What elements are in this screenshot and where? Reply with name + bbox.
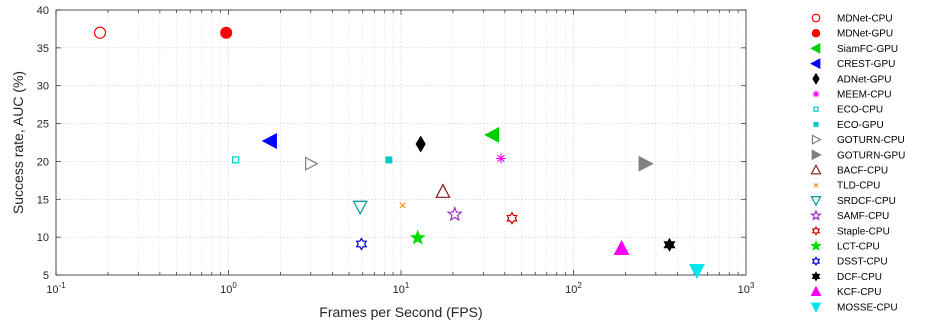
- legend-label: KCF-CPU: [837, 287, 881, 298]
- legend-marker: [810, 43, 821, 54]
- legend: MDNet-CPU MDNet-GPU SiamFC-GPU CREST-GPU ADN…: [799, 8, 927, 318]
- x-tick-label: 10-1: [46, 281, 66, 296]
- legend-marker: [811, 149, 822, 161]
- data-point: [613, 239, 630, 255]
- legend-label: MDNet-GPU: [837, 29, 893, 40]
- y-tick-label: 25: [37, 119, 49, 131]
- legend-label: MOSSE-CPU: [837, 302, 898, 313]
- data-point: [638, 155, 654, 172]
- y-tick-label: 15: [37, 194, 49, 206]
- legend-label: Staple-CPU: [837, 226, 890, 237]
- grid: [55, 10, 746, 275]
- y-tick-label: 20: [37, 156, 49, 168]
- data-point: [399, 202, 406, 209]
- legend-marker: [810, 239, 822, 251]
- x-tick-label: 103: [738, 281, 755, 296]
- legend-label: DSST-CPU: [837, 257, 888, 268]
- x-tick-label: 101: [393, 281, 410, 296]
- legend-marker: [810, 302, 822, 313]
- legend-marker: [810, 209, 822, 221]
- data-point: [409, 229, 426, 245]
- legend-label: DCF-CPU: [837, 272, 882, 283]
- x-tick-label: 102: [565, 281, 582, 296]
- legend-label: CREST-GPU: [837, 59, 895, 70]
- legend-marker: [813, 182, 819, 188]
- legend-marker: [812, 90, 820, 98]
- data-point: [435, 183, 451, 198]
- legend-marker: [812, 72, 820, 85]
- data-points: [93, 26, 705, 280]
- legend-marker: [810, 163, 822, 175]
- legend-marker: [813, 121, 819, 127]
- axis-ticks: [55, 9, 746, 276]
- legend-label: SiamFC-GPU: [837, 44, 898, 55]
- legend-label: ECO-CPU: [837, 105, 883, 116]
- legend-label: TLD-CPU: [837, 181, 880, 192]
- y-tick-label: 30: [37, 81, 49, 93]
- data-point: [93, 26, 107, 39]
- legend-label: SAMF-CPU: [837, 211, 889, 222]
- data-point: [663, 237, 676, 252]
- data-point: [305, 156, 319, 171]
- legend-box: [799, 8, 927, 318]
- legend-label: LCT-CPU: [837, 242, 880, 253]
- legend-marker: [810, 285, 822, 296]
- legend-label: GOTURN-GPU: [837, 150, 905, 161]
- legend-marker: [810, 58, 821, 69]
- legend-marker: [811, 134, 822, 145]
- data-point: [506, 211, 518, 225]
- legend-marker: [811, 13, 821, 23]
- legend-marker: [810, 195, 822, 207]
- legend-marker: [813, 106, 819, 112]
- data-point: [689, 263, 705, 280]
- data-point: [220, 26, 233, 39]
- legend-marker: [811, 28, 821, 38]
- legend-marker: [811, 225, 821, 236]
- data-point: [446, 205, 463, 222]
- y-tick-label: 10: [37, 232, 49, 244]
- data-point: [261, 133, 277, 149]
- data-point: [385, 156, 393, 164]
- legend-marker: [811, 271, 821, 282]
- legend-label: MEEM-CPU: [837, 90, 891, 101]
- y-tick-label: 35: [37, 43, 49, 55]
- tick-labels: 5 10 15 20 25 30 35 40 10-1 100 101 102 103: [37, 5, 755, 296]
- data-point: [232, 156, 240, 164]
- legend-label: ADNet-GPU: [837, 74, 891, 85]
- x-tick-label: 100: [220, 281, 237, 296]
- legend-label: MDNet-CPU: [837, 14, 893, 25]
- x-axis-title: Frames per Second (FPS): [319, 304, 482, 320]
- data-point: [352, 200, 368, 216]
- data-point: [415, 135, 426, 153]
- legend-label: BACF-CPU: [837, 166, 888, 177]
- y-tick-label: 5: [43, 270, 49, 282]
- y-axis-title: Success rate, AUC (%): [10, 71, 26, 214]
- data-point: [484, 126, 500, 143]
- data-point: [355, 237, 368, 251]
- legend-marker: [811, 256, 821, 267]
- legend-label: SRDCF-CPU: [837, 196, 896, 207]
- legend-label: ECO-GPU: [837, 120, 884, 131]
- legend-label: GOTURN-CPU: [837, 135, 905, 146]
- y-tick-label: 40: [37, 5, 49, 17]
- data-point: [496, 153, 506, 164]
